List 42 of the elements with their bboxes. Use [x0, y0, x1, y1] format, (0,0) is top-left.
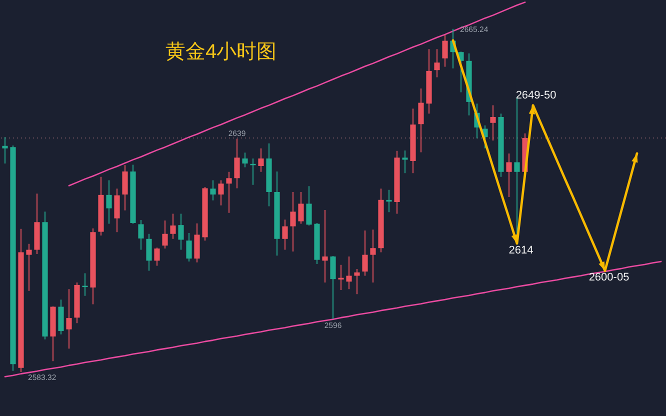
candlestick	[322, 209, 328, 283]
candlestick	[242, 152, 248, 168]
candlestick	[418, 88, 424, 153]
candlestick	[506, 152, 512, 198]
candlestick	[26, 243, 32, 292]
candlestick	[338, 264, 344, 290]
candlestick	[66, 288, 72, 350]
candlestick	[306, 186, 312, 226]
candlestick	[178, 213, 184, 250]
candlestick	[106, 180, 112, 224]
candlestick	[402, 150, 408, 174]
candlestick	[114, 188, 120, 233]
annotation: 2600-05	[588, 272, 630, 284]
candlestick	[154, 247, 160, 266]
candlestick	[138, 220, 144, 250]
candlestick	[354, 268, 360, 295]
candlestick	[194, 222, 200, 263]
candlestick	[122, 164, 128, 211]
candlestick	[2, 136, 8, 164]
candlestick	[162, 220, 168, 250]
candlestick	[258, 148, 264, 172]
candlestick	[362, 230, 368, 276]
candlestick	[210, 180, 216, 201]
annotation: 2614	[508, 244, 534, 256]
candlestick	[370, 229, 376, 283]
candlestick	[386, 189, 392, 213]
candlestick	[298, 191, 304, 224]
candlestick	[170, 213, 176, 240]
candlestick	[442, 34, 448, 68]
candlestick	[330, 256, 336, 320]
candlestick	[346, 256, 352, 290]
candlestick	[218, 180, 224, 206]
candlestick	[186, 232, 192, 262]
candlestick	[282, 219, 288, 250]
candlestick	[434, 48, 440, 78]
candlestick	[226, 171, 232, 214]
annotation: 2649-50	[516, 89, 556, 102]
candlestick	[290, 191, 296, 252]
candlestick	[234, 138, 240, 189]
text: 黄金4小时图	[166, 41, 277, 63]
candlestick	[490, 104, 496, 141]
candlestick	[146, 233, 152, 272]
